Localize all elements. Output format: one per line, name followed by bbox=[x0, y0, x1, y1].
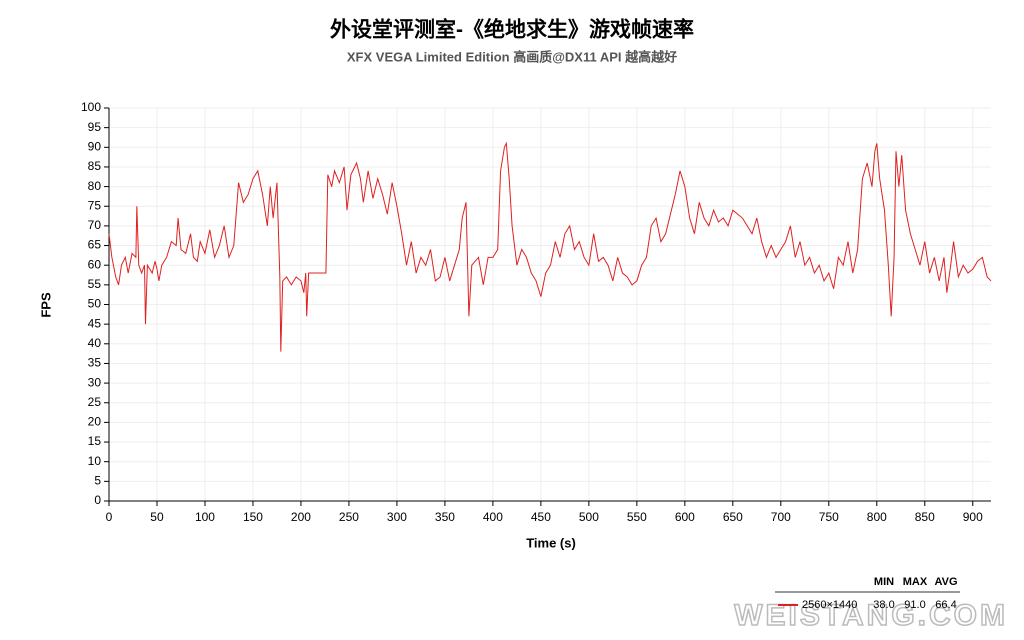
x-tick-label: 900 bbox=[963, 510, 983, 524]
chart-subtitle: XFX VEGA Limited Edition 高画质@DX11 API 越高… bbox=[347, 49, 677, 64]
line-series bbox=[108, 141, 992, 352]
y-tick-label: 35 bbox=[88, 356, 102, 370]
x-tick-label: 600 bbox=[675, 510, 695, 524]
y-tick-label: 70 bbox=[88, 218, 102, 232]
x-tick-label: 650 bbox=[723, 510, 743, 524]
legend-max: 91.0 bbox=[904, 599, 925, 611]
y-tick-label: 85 bbox=[88, 159, 102, 173]
y-tick-label: 40 bbox=[88, 336, 102, 350]
legend-min: 38.0 bbox=[873, 599, 894, 611]
legend-label: 2560×1440 bbox=[802, 599, 857, 611]
y-tick-label: 55 bbox=[88, 277, 102, 291]
x-tick-label: 450 bbox=[531, 510, 551, 524]
x-tick-label: 100 bbox=[195, 510, 215, 524]
x-tick-label: 350 bbox=[435, 510, 455, 524]
legend-header: AVG bbox=[934, 576, 957, 588]
y-tick-label: 20 bbox=[88, 415, 102, 429]
x-tick-label: 300 bbox=[387, 510, 407, 524]
y-tick-label: 75 bbox=[88, 198, 102, 212]
y-tick-label: 10 bbox=[88, 454, 102, 468]
x-tick-label: 700 bbox=[771, 510, 791, 524]
x-tick-label: 750 bbox=[819, 510, 839, 524]
legend-header: MIN bbox=[874, 576, 894, 588]
y-tick-label: 65 bbox=[88, 238, 102, 252]
x-tick-label: 0 bbox=[106, 510, 113, 524]
x-tick-label: 200 bbox=[291, 510, 311, 524]
y-tick-label: 50 bbox=[88, 297, 102, 311]
legend-header: MAX bbox=[903, 576, 928, 588]
y-tick-label: 5 bbox=[94, 474, 101, 488]
legend-avg: 66.4 bbox=[935, 599, 956, 611]
x-tick-label: 550 bbox=[627, 510, 647, 524]
y-tick-label: 90 bbox=[88, 139, 102, 153]
y-tick-label: 95 bbox=[88, 120, 102, 134]
y-tick-label: 30 bbox=[88, 375, 102, 389]
x-axis-label: Time (s) bbox=[526, 535, 576, 550]
y-tick-label: 80 bbox=[88, 179, 102, 193]
chart-title: 外设堂评测室-《绝地求生》游戏帧速率 bbox=[330, 18, 694, 42]
y-tick-label: 60 bbox=[88, 257, 102, 271]
x-tick-label: 250 bbox=[339, 510, 359, 524]
y-tick-label: 45 bbox=[88, 316, 102, 330]
x-tick-label: 500 bbox=[579, 510, 599, 524]
y-axis-label: FPS bbox=[38, 292, 53, 318]
y-tick-label: 0 bbox=[94, 493, 101, 507]
y-tick-label: 100 bbox=[81, 100, 101, 114]
x-tick-label: 850 bbox=[915, 510, 935, 524]
watermark: WEISTANG.COM bbox=[734, 599, 1008, 632]
x-tick-label: 50 bbox=[150, 510, 164, 524]
y-tick-label: 25 bbox=[88, 395, 102, 409]
y-tick-label: 15 bbox=[88, 434, 102, 448]
x-tick-label: 400 bbox=[483, 510, 503, 524]
x-tick-label: 150 bbox=[243, 510, 263, 524]
x-tick-label: 800 bbox=[867, 510, 887, 524]
